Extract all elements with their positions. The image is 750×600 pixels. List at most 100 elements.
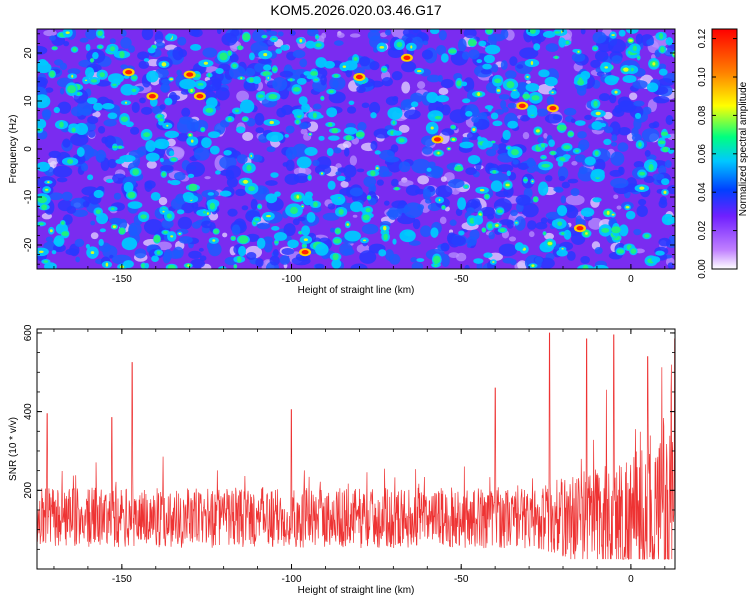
heat-cell-green [637, 56, 641, 59]
heat-cell-blue [300, 73, 306, 79]
heat-cell-green [227, 117, 232, 122]
heatmap-blobs [37, 29, 675, 269]
heat-cell-cyan [115, 158, 125, 164]
heat-cell-green [486, 29, 493, 35]
heat-cell-cyan [440, 53, 449, 63]
heat-cell-yellow [169, 78, 174, 81]
heat-cell-blue [468, 49, 480, 60]
heat-cell-blue [441, 253, 450, 268]
heat-cell-blue [49, 35, 57, 41]
heat-cell-cyan [457, 197, 467, 210]
heat-cell-green [630, 248, 637, 254]
heat-cell-blue [293, 173, 309, 184]
heat-cell-blue [534, 256, 543, 264]
heat-cell-blue [415, 188, 425, 195]
heat-cell-green [219, 52, 228, 61]
heat-cell-green [522, 93, 531, 99]
heat-cell-blue [174, 171, 186, 181]
heat-cell-green [494, 78, 502, 84]
heat-cell-blue [491, 143, 499, 151]
heat-cell-cyan [86, 97, 98, 105]
heat-cell-cyan [327, 135, 340, 141]
heat-cell-yellow [530, 61, 534, 65]
heat-cell-blue [544, 113, 562, 124]
heat-cell-blue [79, 37, 89, 43]
heat-cell-green [99, 72, 106, 78]
heat-cell-blue [480, 206, 496, 217]
heat-cell-yellow [162, 210, 165, 213]
heat-cell-blue [82, 201, 90, 208]
heat-cell-blue [535, 222, 548, 230]
heat-cell-cyan [430, 227, 439, 238]
heat-cell-yellow [65, 31, 70, 35]
heat-cell-blue [500, 60, 508, 70]
heat-cell-cyan [215, 67, 224, 75]
heat-cell-blue [292, 49, 306, 59]
heat-cell-blue [570, 118, 576, 124]
heat-cell-blue [215, 106, 221, 111]
heat-cell-cyan [38, 58, 47, 65]
heat-cell-blue [160, 84, 170, 92]
heat-cell-cyan [167, 180, 172, 184]
heat-cell-yellow [376, 167, 379, 170]
heat-cell-cyan [655, 250, 665, 256]
heat-cell-cyan [123, 181, 134, 193]
heat-cell-blue [230, 29, 240, 37]
heat-cell-green [492, 170, 497, 174]
heat-cell-yellow [505, 183, 510, 187]
heat-cell-blue [188, 250, 202, 259]
heat-cell-blue [202, 47, 218, 58]
heat-cell-green [616, 249, 625, 254]
heat-cell-green [205, 107, 214, 113]
heat-cell-blue [215, 87, 230, 101]
heat-cell-low [398, 179, 414, 187]
heat-cell-green [299, 231, 302, 235]
heat-cell-blue [608, 38, 626, 54]
heat-cell-blue [653, 95, 670, 104]
heat-cell-green [109, 46, 116, 52]
heat-cell-blue [391, 178, 399, 187]
heat-cell-blue [71, 106, 84, 117]
heat-cell-low [352, 214, 358, 218]
heat-cell-blue [422, 145, 433, 155]
heat-cell-green [392, 120, 396, 125]
heat-cell-green [315, 35, 319, 38]
heat-cell-green [464, 185, 468, 189]
heat-cell-green [557, 221, 563, 226]
heat-cell-blue [500, 100, 507, 109]
heat-cell-cyan [287, 239, 299, 249]
heat-cell-blue [359, 56, 371, 67]
heat-cell-blue [545, 211, 561, 220]
heat-cell-yellow [301, 205, 304, 208]
heat-cell-cyan [99, 228, 106, 233]
heat-cell-green [383, 233, 388, 241]
heat-cell-yellow [84, 79, 88, 82]
heat-cell-cyan [215, 170, 221, 175]
heat-cell-cyan [591, 121, 603, 130]
heat-cell-cyan [476, 59, 483, 64]
heat-cell-blue [571, 52, 586, 63]
heat-cell-cyan [387, 107, 403, 120]
heat-cell-green [332, 253, 339, 261]
heat-cell-green [328, 122, 333, 127]
heat-cell-cyan [477, 136, 482, 141]
heat-cell-green [601, 227, 610, 233]
heat-cell-blue [90, 220, 96, 226]
heat-cell-cyan [538, 69, 550, 78]
heat-cell-blue [642, 106, 652, 115]
heat-cell-blue [633, 117, 642, 130]
heat-cell-blue [448, 178, 465, 189]
heat-cell-blue [449, 109, 468, 124]
heat-cell-blue [379, 38, 389, 44]
heat-cell-low [603, 111, 613, 120]
heat-cell-yellow [663, 190, 667, 194]
heat-cell-yellow [112, 225, 116, 229]
heat-cell-blue [516, 64, 524, 69]
heat-cell-blue [162, 251, 171, 264]
heat-cell-green [41, 204, 48, 210]
heat-cell-blue [514, 216, 526, 231]
heat-cell-blue [74, 238, 85, 248]
heat-cell-green [398, 138, 405, 143]
heat-cell-blue [440, 242, 450, 252]
heat-cell-low [50, 160, 57, 169]
